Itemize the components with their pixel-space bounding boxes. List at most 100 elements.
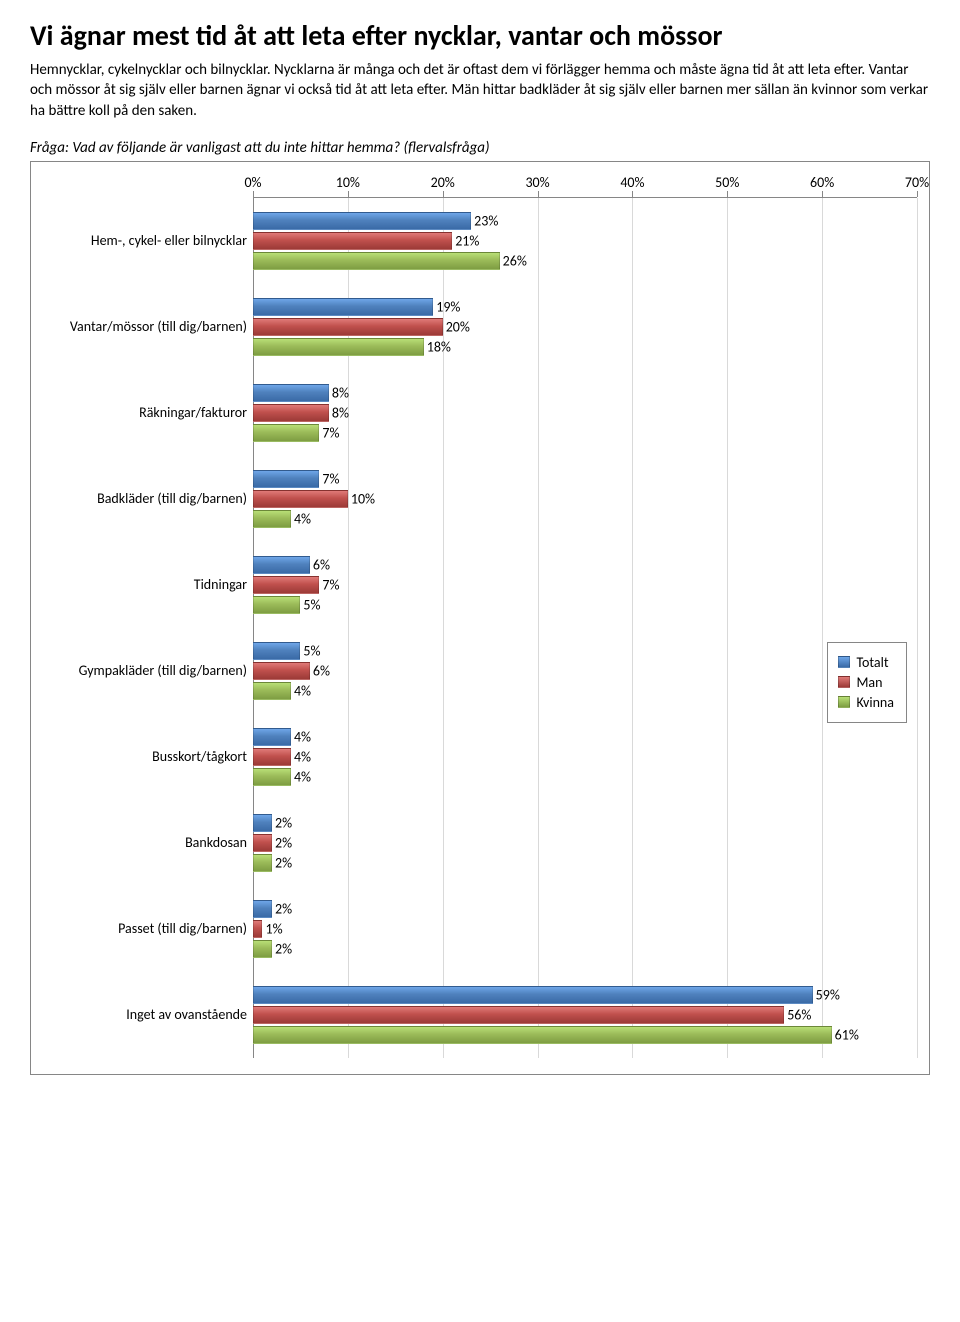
bar-group: 19% 20% 18% bbox=[253, 284, 917, 370]
value-label: 20% bbox=[446, 318, 470, 335]
bar-totalt: 6% bbox=[253, 556, 310, 574]
bar-group: 7% 10% 4% bbox=[253, 456, 917, 542]
value-label: 6% bbox=[313, 662, 330, 679]
bar-kvinna: 2% bbox=[253, 854, 272, 872]
bar-man: 20% bbox=[253, 318, 443, 336]
swatch-man bbox=[838, 676, 850, 688]
legend-label-man: Man bbox=[856, 674, 882, 691]
bar-totalt: 23% bbox=[253, 212, 471, 230]
bar-group: 8%8%7% bbox=[253, 370, 917, 456]
bar-man: 56% bbox=[253, 1006, 784, 1024]
value-label: 4% bbox=[294, 682, 311, 699]
bar-kvinna: 4% bbox=[253, 682, 291, 700]
bar-kvinna: 4% bbox=[253, 768, 291, 786]
value-label: 2% bbox=[275, 814, 292, 831]
bar-totalt: 7% bbox=[253, 470, 319, 488]
value-label: 2% bbox=[275, 940, 292, 957]
bar-totalt: 19% bbox=[253, 298, 433, 316]
value-label: 7% bbox=[322, 424, 339, 441]
value-label: 18% bbox=[427, 338, 451, 355]
category-label: Busskort/tågkort bbox=[43, 714, 253, 800]
bar-kvinna: 18% bbox=[253, 338, 424, 356]
value-label: 19% bbox=[436, 298, 460, 315]
bar-group: 23% 21% 26% bbox=[253, 198, 917, 284]
value-label: 2% bbox=[275, 834, 292, 851]
bar-totalt: 4% bbox=[253, 728, 291, 746]
bar-man: 4% bbox=[253, 748, 291, 766]
bar-man: 10% bbox=[253, 490, 348, 508]
intro-paragraph: Hemnycklar, cykelnycklar och bilnycklar.… bbox=[30, 60, 930, 121]
bar-man: 21% bbox=[253, 232, 452, 250]
plot-area: 23%21%26%19%20%18%8%8%7%7%10%4%6%7%5%5%6… bbox=[253, 198, 917, 1058]
value-label: 7% bbox=[322, 470, 339, 487]
x-tick-label: 70% bbox=[905, 174, 929, 191]
page-title: Vi ägnar mest tid åt att leta efter nyck… bbox=[30, 20, 930, 52]
swatch-kvinna bbox=[838, 696, 850, 708]
value-label: 5% bbox=[303, 596, 320, 613]
bar-man: 7% bbox=[253, 576, 319, 594]
bar-kvinna: 2% bbox=[253, 940, 272, 958]
bar-man: 2% bbox=[253, 834, 272, 852]
bar-group: 2% 1% 2% bbox=[253, 886, 917, 972]
legend-item-kvinna: Kvinna bbox=[838, 694, 894, 711]
x-tick-label: 10% bbox=[336, 174, 360, 191]
category-label: Badkläder (till dig/barnen) bbox=[43, 456, 253, 542]
value-label: 26% bbox=[503, 252, 527, 269]
x-tick-label: 40% bbox=[620, 174, 644, 191]
value-label: 2% bbox=[275, 900, 292, 917]
value-label: 61% bbox=[835, 1026, 859, 1043]
question-text: Fråga: Vad av följande är vanligast att … bbox=[30, 139, 930, 157]
value-label: 4% bbox=[294, 768, 311, 785]
bar-kvinna: 7% bbox=[253, 424, 319, 442]
value-label: 6% bbox=[313, 556, 330, 573]
value-label: 5% bbox=[303, 642, 320, 659]
category-axis: Hem-, cykel- eller bilnycklarVantar/möss… bbox=[43, 172, 253, 1058]
x-tick-label: 30% bbox=[525, 174, 549, 191]
bar-totalt: 59% bbox=[253, 986, 813, 1004]
bar-totalt: 2% bbox=[253, 900, 272, 918]
x-tick-label: 50% bbox=[715, 174, 739, 191]
bar-totalt: 8% bbox=[253, 384, 329, 402]
value-label: 59% bbox=[816, 986, 840, 1003]
category-label: Inget av ovanstående bbox=[43, 972, 253, 1058]
swatch-totalt bbox=[838, 656, 850, 668]
value-label: 23% bbox=[474, 212, 498, 229]
bar-man: 6% bbox=[253, 662, 310, 680]
value-label: 56% bbox=[787, 1006, 811, 1023]
x-tick-label: 0% bbox=[244, 174, 261, 191]
category-label: Räkningar/fakturor bbox=[43, 370, 253, 456]
x-axis: 0%10%20%30%40%50%60%70% bbox=[253, 172, 917, 198]
bar-group: 6%7%5% bbox=[253, 542, 917, 628]
category-label: Tidningar bbox=[43, 542, 253, 628]
bar-kvinna: 61% bbox=[253, 1026, 832, 1044]
value-label: 2% bbox=[275, 854, 292, 871]
bar-man: 1% bbox=[253, 920, 262, 938]
bar-group: 2%2%2% bbox=[253, 800, 917, 886]
x-tick-label: 60% bbox=[810, 174, 834, 191]
value-label: 4% bbox=[294, 728, 311, 745]
value-label: 4% bbox=[294, 748, 311, 765]
legend-label-kvinna: Kvinna bbox=[856, 694, 894, 711]
chart-container: Hem-, cykel- eller bilnycklarVantar/möss… bbox=[30, 161, 930, 1075]
category-label: Gympakläder (till dig/barnen) bbox=[43, 628, 253, 714]
value-label: 10% bbox=[351, 490, 375, 507]
value-label: 1% bbox=[265, 920, 282, 937]
value-label: 8% bbox=[332, 384, 349, 401]
category-label: Passet (till dig/barnen) bbox=[43, 886, 253, 972]
x-tick-label: 20% bbox=[431, 174, 455, 191]
category-label: Bankdosan bbox=[43, 800, 253, 886]
bar-kvinna: 5% bbox=[253, 596, 300, 614]
value-label: 4% bbox=[294, 510, 311, 527]
category-label: Hem-, cykel- eller bilnycklar bbox=[43, 198, 253, 284]
bar-man: 8% bbox=[253, 404, 329, 422]
value-label: 8% bbox=[332, 404, 349, 421]
bar-group: 5%6%4% bbox=[253, 628, 917, 714]
value-label: 7% bbox=[322, 576, 339, 593]
bar-group: 59% 56% 61% bbox=[253, 972, 917, 1058]
bar-totalt: 2% bbox=[253, 814, 272, 832]
legend: Totalt Man Kvinna bbox=[827, 642, 907, 723]
category-label: Vantar/mössor (till dig/barnen) bbox=[43, 284, 253, 370]
legend-item-man: Man bbox=[838, 674, 894, 691]
value-label: 21% bbox=[455, 232, 479, 249]
bar-kvinna: 4% bbox=[253, 510, 291, 528]
